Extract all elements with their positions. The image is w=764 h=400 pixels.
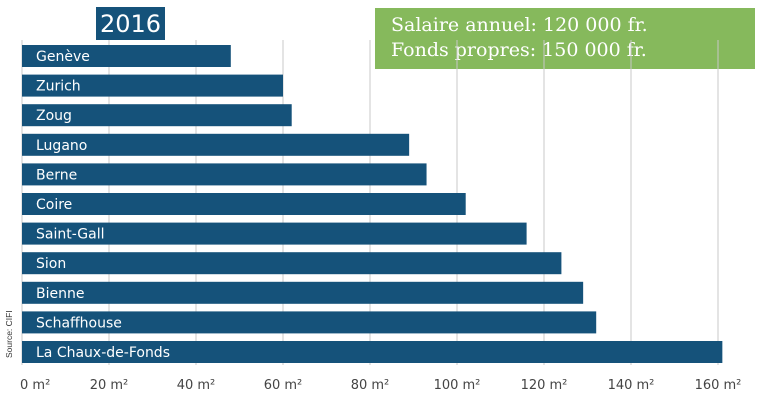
- bar: [22, 222, 527, 245]
- bar-label: Schaffhouse: [36, 315, 122, 331]
- bar: [22, 163, 427, 186]
- x-tick-label: 40 m²: [177, 378, 216, 393]
- bar: [22, 311, 597, 334]
- bar: [22, 341, 723, 363]
- x-tick-label: 120 m²: [521, 378, 568, 393]
- bar: [22, 252, 562, 275]
- x-tick-label: 80 m²: [351, 378, 390, 393]
- salary-text: Salaire annuel: 120 000 fr.: [391, 14, 648, 36]
- bar-label: Zurich: [36, 79, 81, 95]
- x-tick-label: 0 m²: [20, 378, 50, 393]
- bar-label: Saint-Gall: [36, 227, 105, 243]
- x-tick-label: 140 m²: [608, 378, 655, 393]
- bar: [22, 74, 283, 97]
- bars: Genève Zurich Zoug Lugano Berne Coire Saint-Ga…: [22, 45, 723, 363]
- bar: [22, 45, 231, 67]
- x-axis-ticks: 0 m² 20 m² 40 m² 60 m² 80 m² 100 m² 120 m² 140 …: [20, 378, 741, 393]
- bar-label: Bienne: [36, 286, 84, 302]
- bar-label: Sion: [36, 256, 66, 272]
- x-tick-label: 60 m²: [264, 378, 303, 393]
- x-tick-label: 160 m²: [695, 378, 742, 393]
- bar-label: Lugano: [36, 138, 87, 154]
- bar: [22, 104, 292, 127]
- bar-label: Genève: [36, 49, 90, 65]
- bar-label: Zoug: [36, 108, 72, 124]
- bar: [22, 193, 466, 215]
- x-tick-label: 20 m²: [90, 378, 129, 393]
- bar-label: La Chaux-de-Fonds: [36, 345, 170, 361]
- source-note: Source: CIFI: [4, 310, 14, 358]
- info-box: Salaire annuel: 120 000 fr. Fonds propre…: [375, 8, 755, 69]
- x-tick-label: 100 m²: [434, 378, 481, 393]
- bar: [22, 281, 584, 304]
- bar: [22, 133, 410, 156]
- year-badge: 2016: [96, 7, 165, 40]
- bar-label: Coire: [36, 197, 72, 213]
- equity-text: Fonds propres: 150 000 fr.: [391, 39, 647, 61]
- bar-label: Berne: [36, 167, 77, 183]
